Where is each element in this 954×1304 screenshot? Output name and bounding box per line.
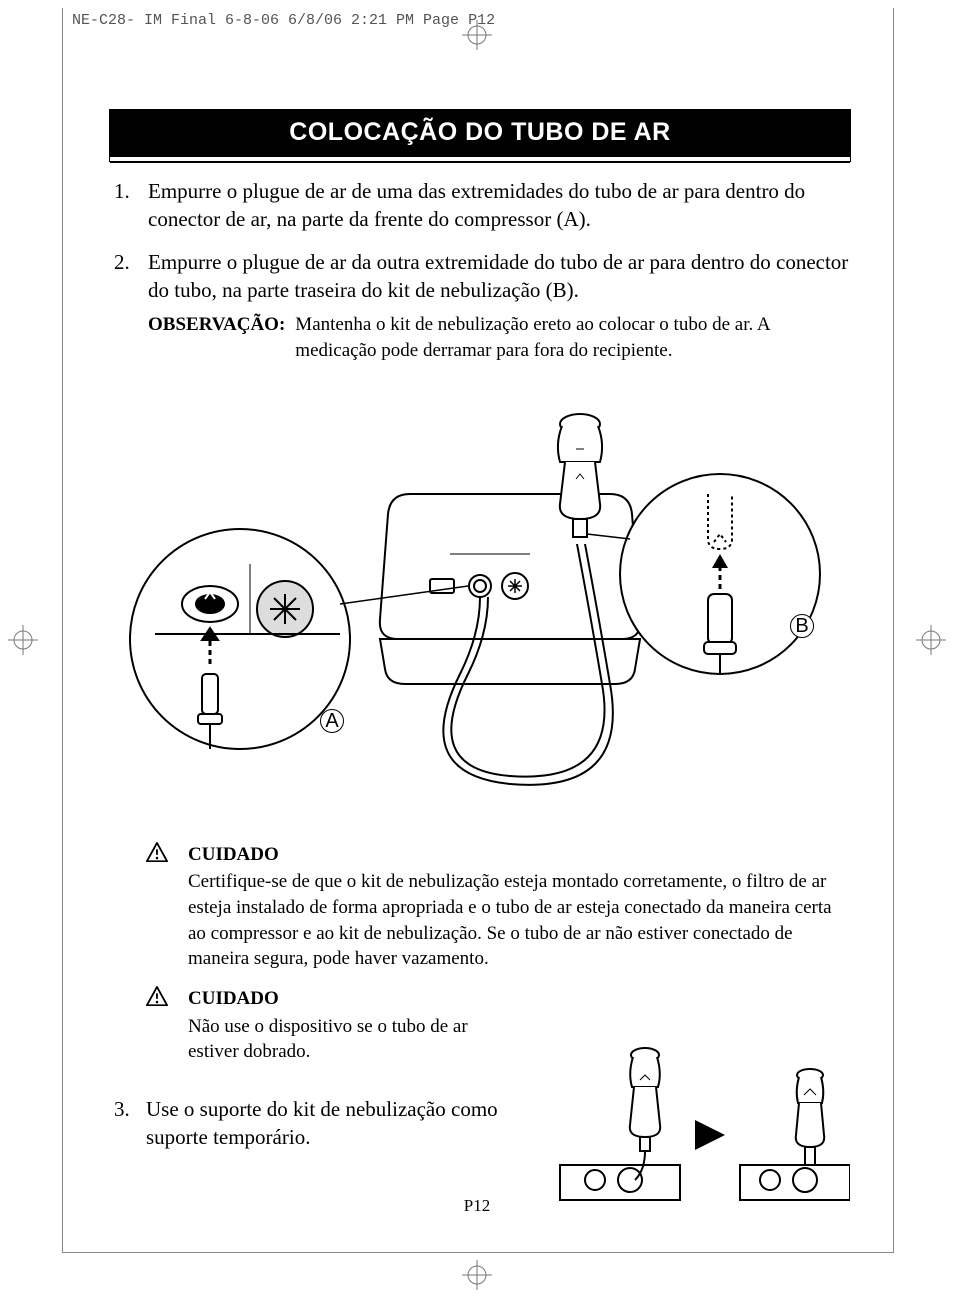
figure-main: A B bbox=[110, 384, 850, 814]
instruction-list: 1. Empurre o plugue de ar de uma das ext… bbox=[110, 177, 850, 364]
caution-1-heading: CUIDADO bbox=[188, 842, 850, 868]
note-block: OBSERVAÇÃO: Mantenha o kit de nebulizaçã… bbox=[148, 312, 850, 363]
page-content: COLOCAÇÃO DO TUBO DE AR 1. Empurre o plu… bbox=[110, 110, 850, 1195]
note-label: OBSERVAÇÃO: bbox=[148, 312, 285, 363]
caution-1: CUIDADO Certifique-se de que o kit de ne… bbox=[110, 842, 850, 972]
registration-mark-top bbox=[462, 20, 492, 50]
step-3-row: 3. Use o suporte do kit de nebulização c… bbox=[110, 1095, 850, 1195]
caution-2-heading: CUIDADO bbox=[188, 986, 488, 1012]
step-3-text: Use o suporte do kit de nebulização como… bbox=[146, 1097, 498, 1149]
section-title: COLOCAÇÃO DO TUBO DE AR bbox=[110, 110, 850, 161]
registration-mark-bottom bbox=[462, 1260, 492, 1290]
callout-a: A bbox=[320, 709, 344, 733]
caution-1-text: Certifique-se de que o kit de nebulizaçã… bbox=[188, 869, 850, 972]
step-1-text: Empurre o plugue de ar de uma das extrem… bbox=[148, 179, 805, 231]
step-1-number: 1. bbox=[114, 177, 130, 205]
page-number: P12 bbox=[0, 1196, 954, 1216]
step-1: 1. Empurre o plugue de ar de uma das ext… bbox=[146, 177, 850, 234]
step-3-number: 3. bbox=[114, 1095, 130, 1123]
figure-holder bbox=[550, 1025, 850, 1195]
callout-b: B bbox=[790, 614, 814, 638]
step-2-text: Empurre o plugue de ar da outra extremid… bbox=[148, 250, 848, 302]
step-3: 3. Use o suporte do kit de nebulização c… bbox=[110, 1095, 530, 1195]
note-text: Mantenha o kit de nebulização ereto ao c… bbox=[295, 312, 850, 363]
registration-mark-right bbox=[916, 625, 946, 655]
caution-2-text: Não use o dispositivo se o tubo de ar es… bbox=[188, 1014, 488, 1065]
step-2-number: 2. bbox=[114, 248, 130, 276]
registration-mark-left bbox=[8, 625, 38, 655]
warning-icon bbox=[146, 986, 168, 1065]
warning-icon bbox=[146, 842, 168, 972]
step-2: 2. Empurre o plugue de ar da outra extre… bbox=[146, 248, 850, 364]
